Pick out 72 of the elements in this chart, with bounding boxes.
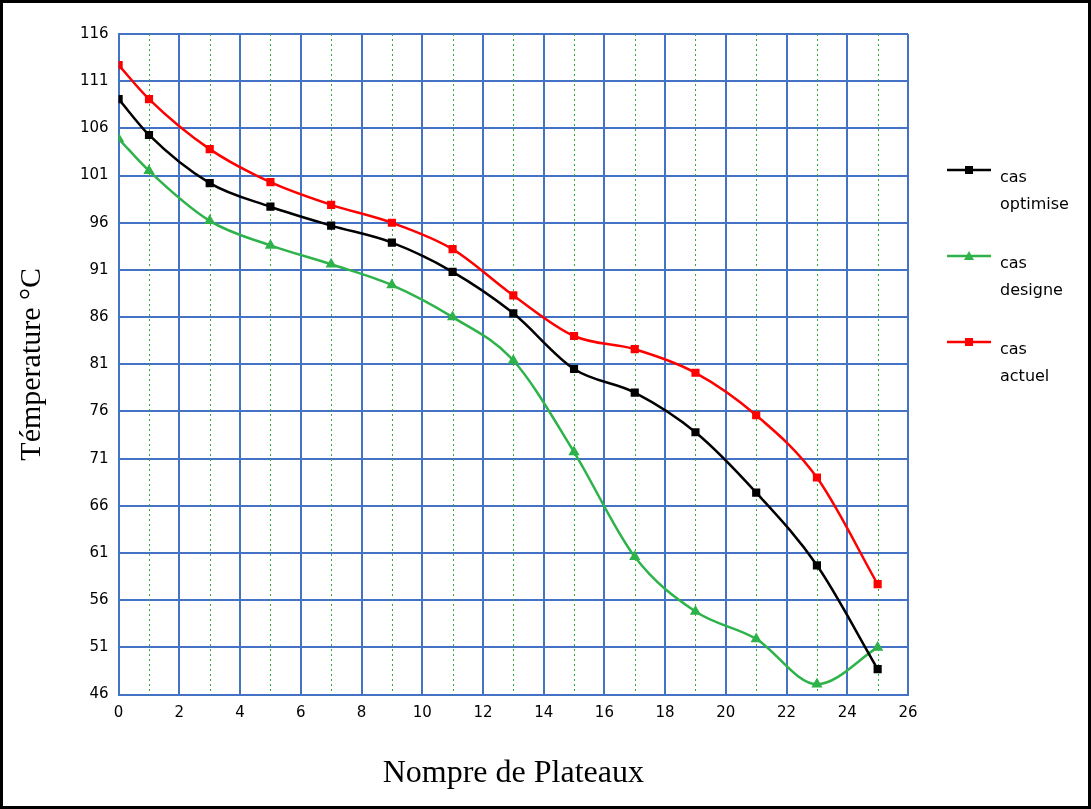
point bbox=[569, 331, 579, 341]
point bbox=[630, 345, 639, 354]
y-tick-label: 96 bbox=[89, 212, 109, 231]
x-tick-label: 26 bbox=[898, 703, 918, 722]
point bbox=[873, 665, 882, 674]
y-tick-label: 61 bbox=[89, 542, 109, 561]
x-tick-label: 2 bbox=[174, 703, 185, 722]
x-axis-title: Nompre de Plateaux bbox=[382, 753, 644, 790]
legend-label: cas actuel bbox=[1000, 338, 1051, 387]
y-axis-title: Témperature °C bbox=[12, 267, 46, 461]
point bbox=[205, 145, 214, 154]
x-tick-label: 4 bbox=[235, 703, 245, 722]
x-tick-label: 0 bbox=[113, 703, 124, 722]
point bbox=[327, 200, 336, 209]
point bbox=[690, 606, 701, 615]
point bbox=[752, 411, 761, 420]
point bbox=[387, 218, 396, 227]
point bbox=[751, 633, 761, 643]
point bbox=[812, 561, 821, 570]
point bbox=[691, 428, 700, 437]
point bbox=[387, 279, 397, 289]
point bbox=[508, 355, 519, 364]
point bbox=[144, 130, 154, 140]
x-tick-label: 16 bbox=[594, 703, 614, 722]
point bbox=[447, 311, 458, 321]
legend-label: cas optimise bbox=[1000, 166, 1070, 215]
point bbox=[752, 488, 761, 497]
y-tick-label: 56 bbox=[89, 590, 109, 609]
point bbox=[691, 368, 700, 377]
x-tick-label: 14 bbox=[534, 703, 554, 722]
x-tick-label: 18 bbox=[655, 703, 675, 722]
x-tick-label: 8 bbox=[356, 703, 367, 722]
point bbox=[265, 240, 276, 249]
point bbox=[509, 309, 518, 318]
point bbox=[144, 165, 154, 175]
point bbox=[509, 291, 518, 300]
y-tick-label: 106 bbox=[79, 118, 109, 137]
point bbox=[205, 179, 214, 188]
point bbox=[873, 580, 882, 589]
point bbox=[387, 238, 396, 247]
y-tick-label: 51 bbox=[89, 637, 109, 656]
x-tick-label: 24 bbox=[837, 703, 857, 722]
point bbox=[569, 364, 579, 374]
point bbox=[812, 678, 822, 688]
point bbox=[630, 551, 640, 561]
point bbox=[327, 221, 336, 230]
y-tick-label: 86 bbox=[89, 307, 109, 325]
y-tick-label: 66 bbox=[89, 495, 109, 514]
point bbox=[569, 446, 579, 456]
y-tick-label: 81 bbox=[89, 354, 109, 373]
point bbox=[266, 202, 275, 211]
point bbox=[872, 642, 883, 651]
point bbox=[448, 267, 457, 276]
x-tick-label: 12 bbox=[473, 703, 493, 722]
point bbox=[812, 473, 821, 482]
x-tick-label: 6 bbox=[296, 703, 306, 722]
point bbox=[630, 388, 639, 397]
y-tick-label: 111 bbox=[79, 71, 109, 90]
legend-label: cas designe bbox=[1000, 252, 1064, 301]
point bbox=[144, 95, 154, 104]
point bbox=[448, 245, 457, 254]
point bbox=[205, 215, 215, 225]
y-tick-label: 76 bbox=[89, 401, 109, 420]
y-tick-label: 91 bbox=[89, 259, 109, 278]
x-tick-label: 22 bbox=[777, 703, 797, 722]
x-tick-label: 20 bbox=[716, 703, 736, 722]
point bbox=[266, 178, 275, 187]
y-tick-label: 46 bbox=[89, 684, 109, 703]
x-tick-label: 10 bbox=[412, 703, 432, 722]
y-tick-label: 116 bbox=[79, 23, 109, 42]
y-tick-label: 101 bbox=[79, 165, 109, 184]
y-tick-label: 71 bbox=[89, 448, 109, 467]
